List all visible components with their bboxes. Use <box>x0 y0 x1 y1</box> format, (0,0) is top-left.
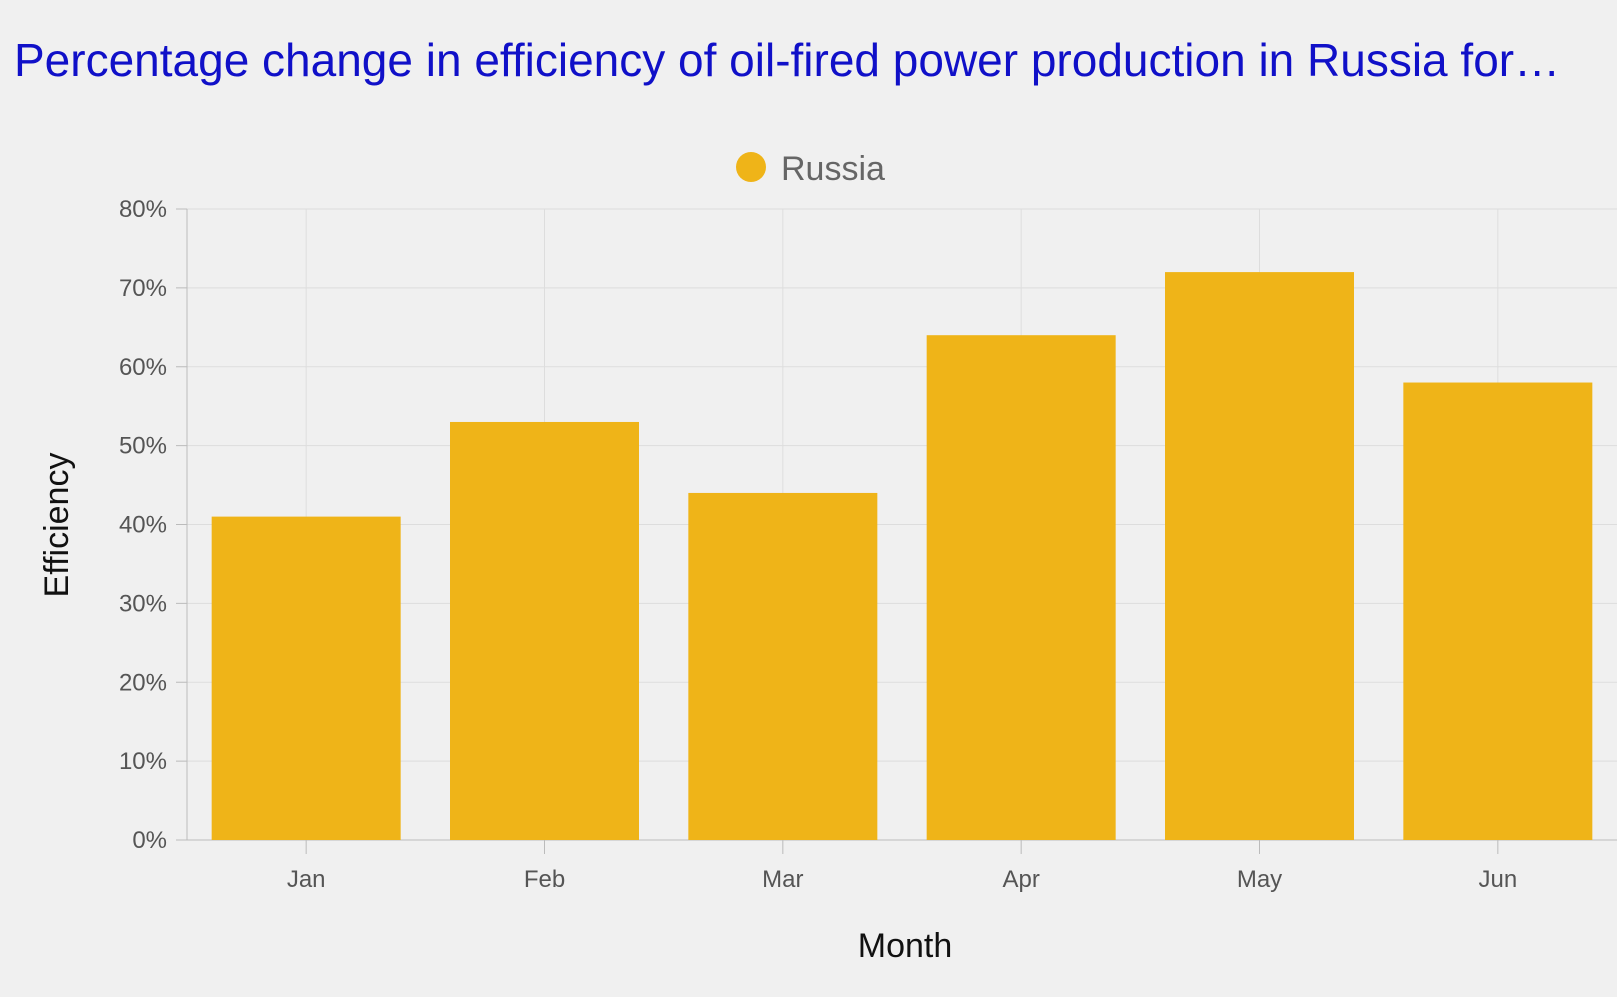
legend[interactable]: Russia <box>736 150 885 188</box>
x-tick-label-feb: Feb <box>524 866 565 893</box>
grid-lines <box>187 208 1617 841</box>
legend-label-russia[interactable]: Russia <box>781 150 885 188</box>
x-tick-label-jan: Jan <box>287 866 326 893</box>
bar-may[interactable] <box>1165 272 1354 841</box>
y-tick-label: 30% <box>119 590 167 617</box>
x-tick-label-may: May <box>1237 866 1282 893</box>
y-tick-label: 70% <box>119 275 167 302</box>
bar-apr[interactable] <box>926 335 1116 840</box>
bars <box>211 272 1593 841</box>
y-axis-title: Efficiency <box>38 453 76 598</box>
y-tick-label: 40% <box>119 512 167 539</box>
y-tick-label: 60% <box>119 354 167 381</box>
x-axis-title: Month <box>858 927 953 965</box>
bar-mar[interactable] <box>688 492 878 840</box>
y-tick-label: 50% <box>119 433 167 460</box>
bar-jan[interactable] <box>211 516 401 840</box>
x-tick-label-apr: Apr <box>1002 866 1039 893</box>
bar-feb[interactable] <box>450 421 639 840</box>
legend-swatch-russia[interactable] <box>736 152 766 182</box>
bar-jun[interactable] <box>1403 382 1593 840</box>
y-tick-label: 10% <box>119 748 167 775</box>
y-tick-label: 80% <box>119 196 167 223</box>
x-tick-label-mar: Mar <box>762 866 803 893</box>
y-tick-label: 20% <box>119 669 167 696</box>
axes: 0% 10% 20% 30% 40% 50% 60% 70% 80% Jan Feb Mar Apr Ma… <box>119 196 1517 893</box>
y-tick-label: 0% <box>132 827 167 854</box>
x-tick-label-jun: Jun <box>1478 866 1517 893</box>
